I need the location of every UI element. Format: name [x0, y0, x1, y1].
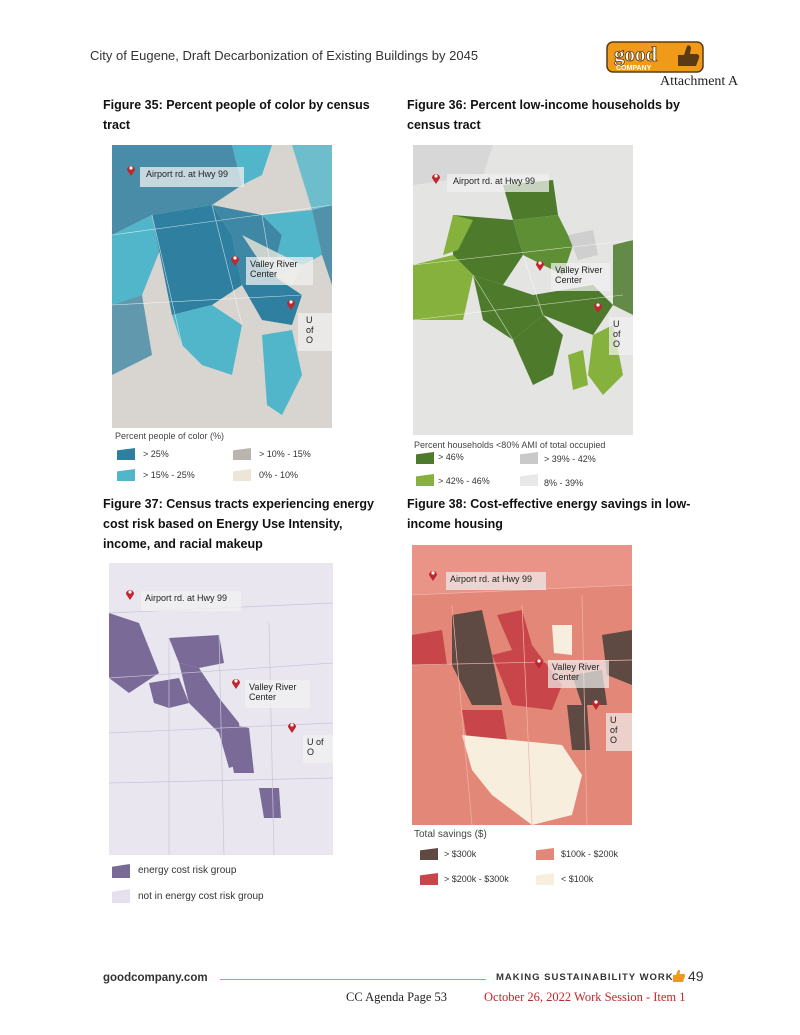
thumbs-up-icon [672, 969, 686, 983]
footer-divider [220, 979, 486, 980]
place-label-u-of-o: U of O [303, 735, 333, 763]
svg-text:COMPANY: COMPANY [616, 65, 652, 72]
legend-swatch [112, 864, 130, 878]
legend-label: > $200k - $300k [444, 874, 509, 884]
place-label-airport: Airport rd. at Hwy 99 [140, 167, 245, 187]
map-pin-icon [429, 171, 443, 185]
map-pin-icon [123, 587, 137, 601]
good-company-logo: good COMPANY [606, 40, 704, 74]
legend-label: > $300k [444, 849, 477, 859]
legend-swatch [117, 448, 135, 460]
figure-37-caption: Figure 37: Census tracts experiencing en… [103, 497, 374, 551]
place-label-valley-river: Valley River Center [246, 257, 314, 285]
page-number: 49 [688, 968, 704, 984]
map-pin-icon [426, 568, 440, 582]
legend-label: > 39% - 42% [544, 454, 596, 464]
figure-38-legend: > $300k $100k - $200k > $200k - $300k < … [418, 846, 678, 890]
legend-swatch [536, 848, 554, 860]
work-session-label: October 26, 2022 Work Session - Item 1 [484, 990, 686, 1004]
figure-36-legend: > 46% > 39% - 42% > 42% - 46% 8% - 39% [414, 450, 654, 490]
map-pin-icon [229, 676, 243, 690]
legend-swatch [416, 452, 434, 464]
place-label-airport: Airport rd. at Hwy 99 [446, 572, 547, 590]
figure-36-caption: Figure 36: Percent low-income households… [407, 98, 680, 132]
legend-label: > 25% [143, 449, 169, 459]
legend-swatch [117, 469, 135, 481]
agenda-page: CC Agenda Page 53 [346, 990, 448, 1004]
legend-label: 8% - 39% [544, 478, 584, 488]
svg-text:good: good [614, 42, 658, 66]
footer-tagline: MAKING SUSTAINABILITY WORK [496, 972, 674, 983]
figure-38-legend-title: Total savings ($) [414, 829, 487, 840]
legend-swatch [233, 469, 251, 481]
legend-swatch [416, 474, 434, 486]
map-pin-icon [124, 163, 138, 177]
figure-35-map: Airport rd. at Hwy 99 Valley River Cente… [112, 145, 332, 428]
document-header-title: City of Eugene, Draft Decarbonization of… [90, 48, 479, 63]
attachment-label: Attachment A [660, 74, 739, 89]
legend-label: > 46% [438, 452, 464, 462]
map-pin-icon [589, 697, 603, 711]
map-pin-icon [532, 656, 546, 670]
map-pin-icon [533, 258, 547, 272]
figure-35-caption: Figure 35: Percent people of color by ce… [103, 98, 370, 132]
legend-swatch [520, 474, 538, 486]
figure-37-map: Airport rd. at Hwy 99 Valley River Cente… [109, 563, 333, 855]
legend-label: 0% - 10% [259, 470, 299, 480]
legend-swatch [233, 448, 251, 460]
map-pin-icon [591, 300, 605, 314]
figure-36-legend-title: Percent households <80% AMI of total occ… [414, 440, 606, 450]
legend-swatch [520, 452, 538, 464]
legend-label: > 42% - 46% [438, 476, 490, 486]
legend-swatch [536, 873, 554, 885]
legend-label: $100k - $200k [561, 849, 619, 859]
legend-swatch [420, 873, 438, 885]
place-label-valley-river: Valley River Center [548, 660, 610, 688]
legend-swatch [420, 848, 438, 860]
legend-swatch [112, 889, 130, 903]
figure-38-map: Airport rd. at Hwy 99 Valley River Cente… [412, 545, 632, 825]
place-label-airport: Airport rd. at Hwy 99 [141, 591, 242, 611]
figure-36-map: Airport rd. at Hwy 99 Valley River Cente… [413, 145, 633, 435]
footer-website: goodcompany.com [103, 972, 208, 984]
figure-37-legend: energy cost risk group not in energy cos… [110, 862, 370, 910]
place-label-u-of-o: U of O [606, 713, 632, 751]
place-label-valley-river: Valley River Center [551, 263, 611, 291]
figure-35-legend: > 25% > 10% - 15% > 15% - 25% 0% - 10% [115, 445, 355, 485]
legend-label: energy cost risk group [138, 865, 237, 876]
place-label-airport: Airport rd. at Hwy 99 [447, 174, 550, 192]
figure-35-legend-title: Percent people of color (%) [115, 431, 225, 441]
place-label-u-of-o: U of O [298, 313, 332, 351]
legend-label: not in energy cost risk group [138, 891, 264, 902]
map-pin-icon [228, 253, 242, 267]
figure-38-caption: Figure 38: Cost-effective energy savings… [407, 497, 691, 531]
map-pin-icon [285, 720, 299, 734]
place-label-valley-river: Valley River Center [245, 680, 311, 708]
place-label-u-of-o: U of O [609, 317, 633, 355]
legend-label: < $100k [561, 874, 594, 884]
legend-label: > 10% - 15% [259, 449, 311, 459]
legend-label: > 15% - 25% [143, 470, 195, 480]
map-pin-icon [284, 297, 298, 311]
